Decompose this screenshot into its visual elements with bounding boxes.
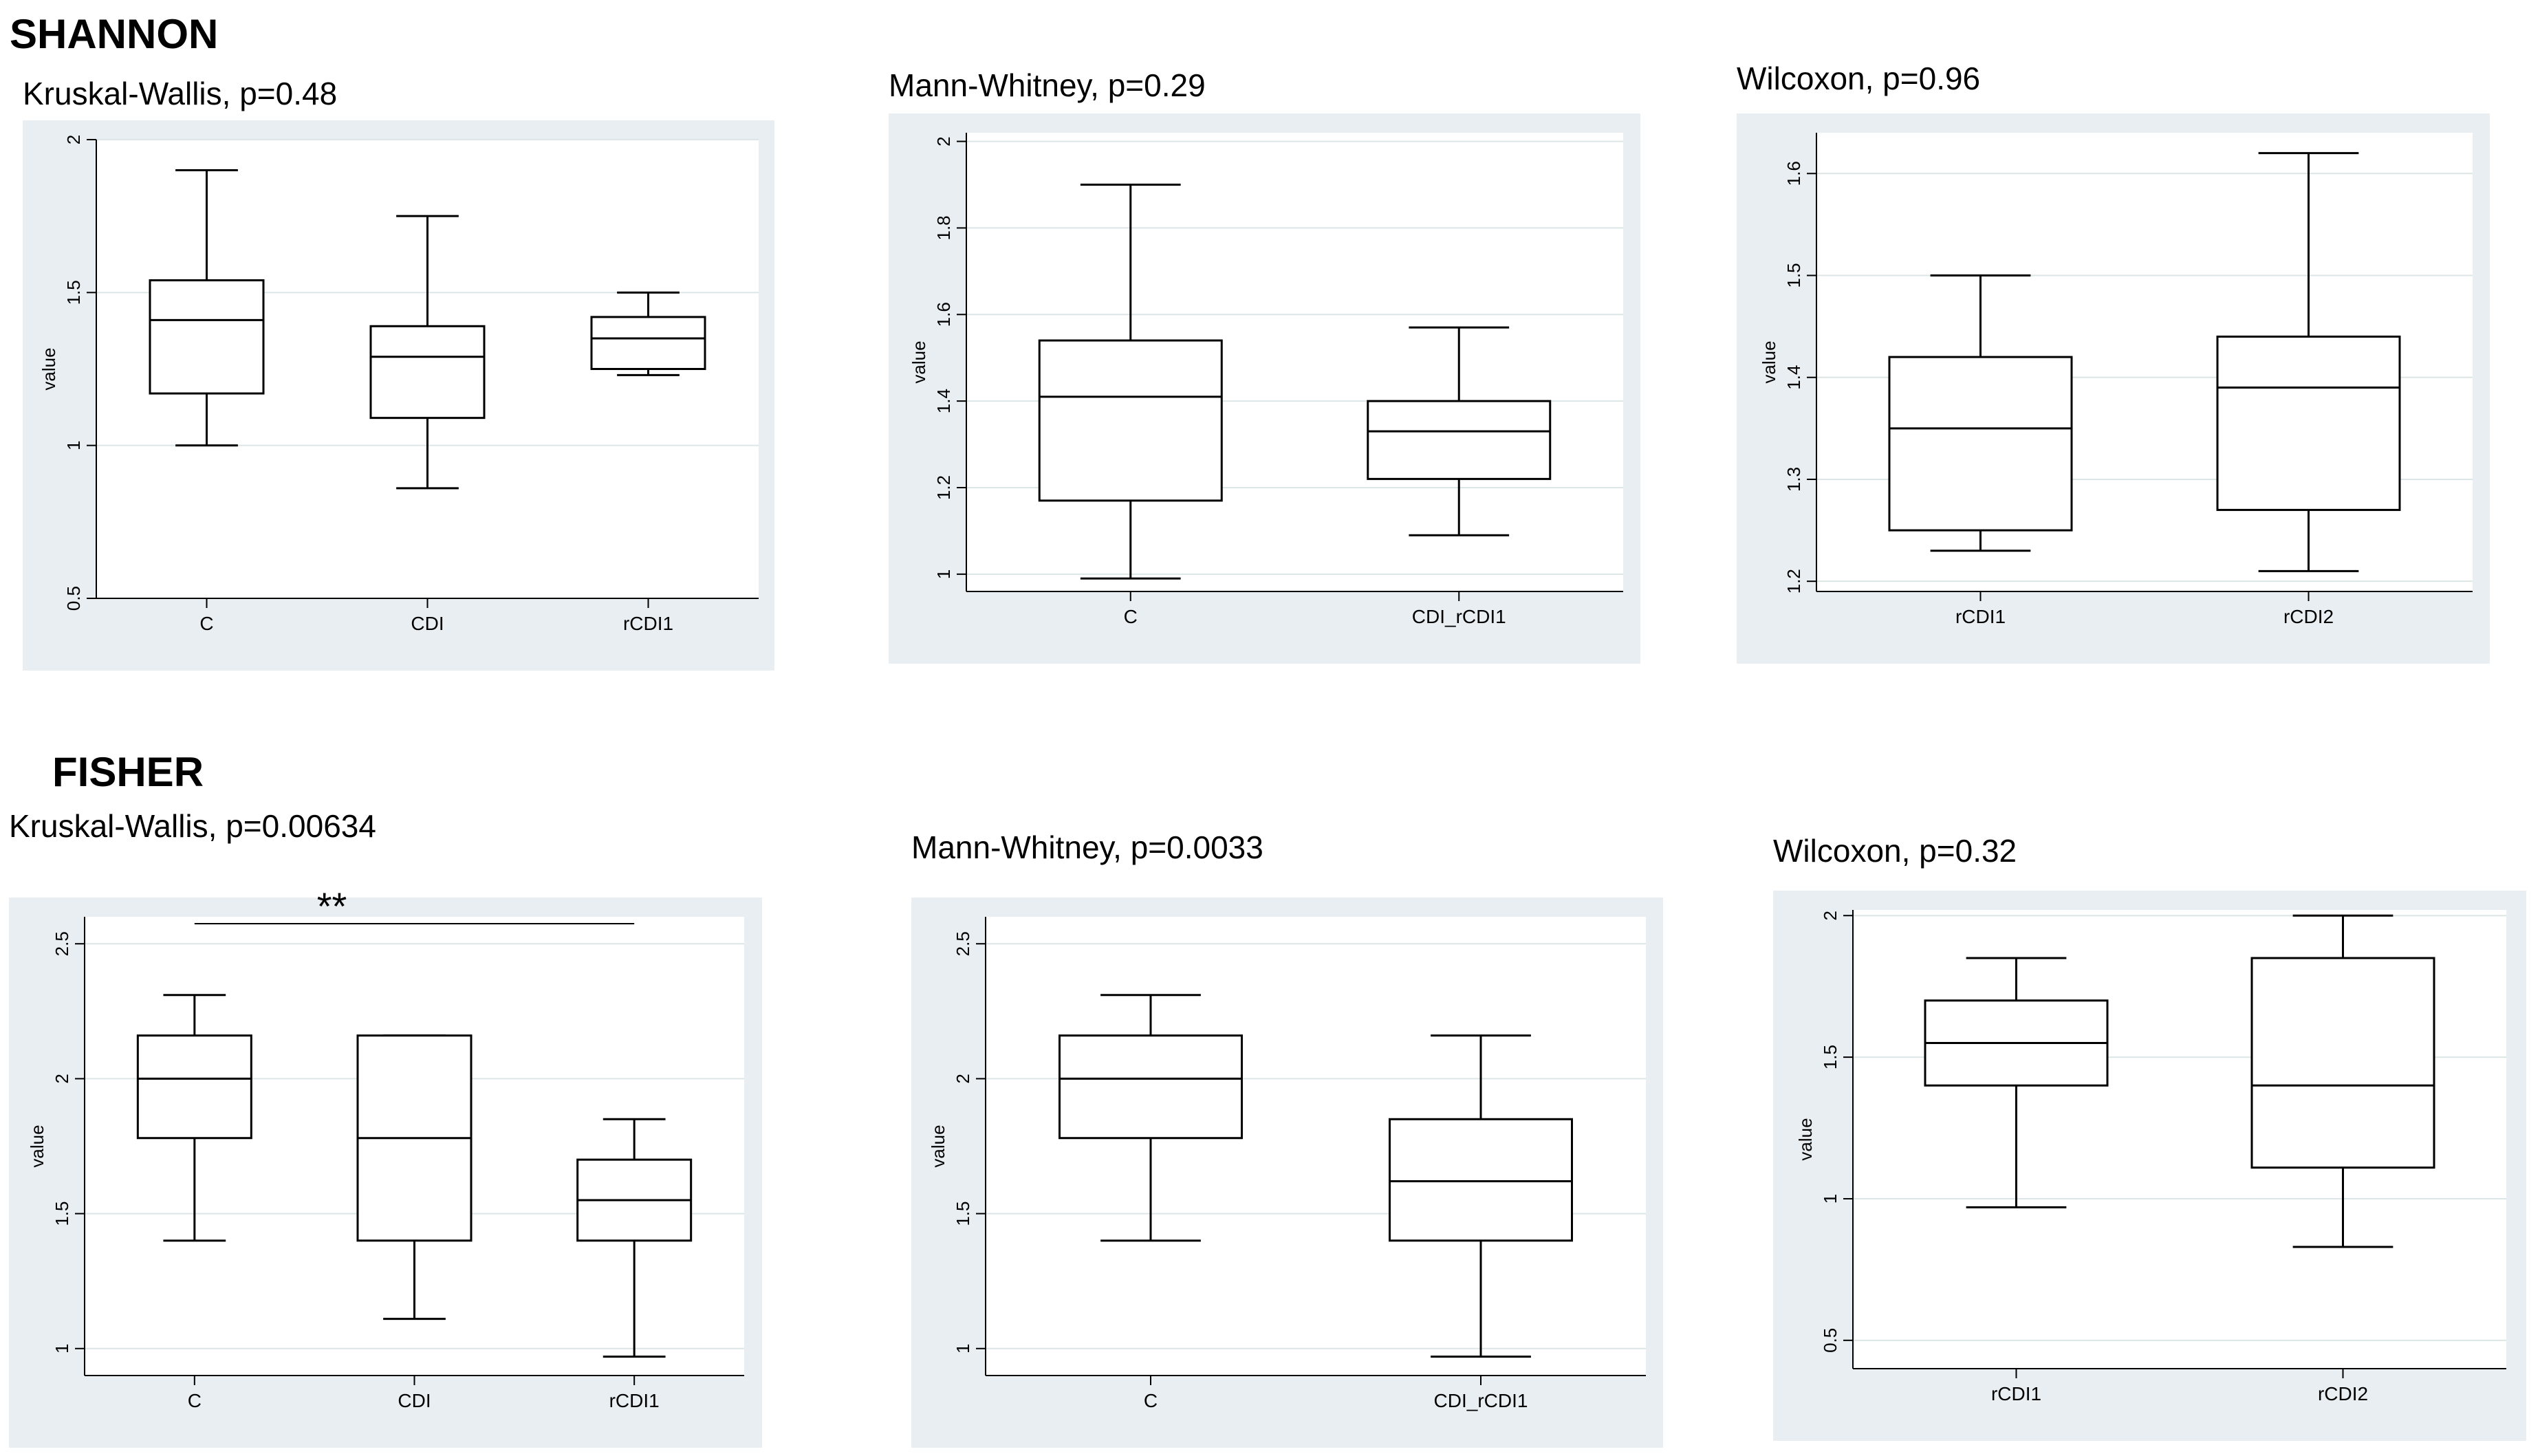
y-tick-label: 1.6 [933,302,954,327]
box [1389,1118,1573,1242]
box [149,279,265,395]
box [2250,957,2435,1169]
x-tick-label: rCDI2 [2283,606,2334,627]
x-tick-label: rCDI1 [1955,606,2006,627]
significance-label: ** [317,884,347,928]
y-tick-label: 1.5 [52,1202,72,1226]
y-axis-label: value [1759,340,1779,383]
x-tick-label: CDI [411,613,444,634]
x-tick-label: C [1124,606,1138,627]
y-tick-label: 2.5 [52,931,72,956]
y-tick-label: 2.5 [953,931,973,956]
chart-title: Kruskal-Wallis, p=0.00634 [9,808,376,844]
y-tick-label: 1 [63,440,84,450]
box [2216,335,2401,511]
y-axis-label: value [928,1124,948,1167]
y-tick-label: 1 [933,569,954,579]
x-tick-label: C [199,613,213,634]
x-tick-label: rCDI1 [609,1390,660,1411]
box [1888,356,2073,532]
box [590,316,706,371]
chart-title: Mann-Whitney, p=0.29 [889,67,1206,103]
y-tick-label: 1.5 [63,280,84,305]
box-plot-panel: 1 1.2 1.4 1.6 1.8 2 value Mann-Whitney, p=0.29 C… [889,67,1640,664]
box-plot-panel: 1 1.5 2 2.5 value Mann-Whitney, p=0.0033 C CDI_… [911,829,1663,1448]
y-tick-label: 1.5 [1783,263,1804,287]
x-tick-label: rCDI1 [1991,1383,2041,1404]
chart-title: Wilcoxon, p=0.96 [1737,61,1980,96]
y-axis-label: value [1795,1118,1816,1160]
y-axis-label: value [27,1124,47,1167]
y-tick-label: 1.4 [933,389,954,413]
x-tick-label: rCDI2 [2318,1383,2368,1404]
y-tick-label: 2 [63,135,84,144]
box [1038,339,1223,502]
y-tick-label: 1.2 [933,475,954,500]
section-heading-fisher: FISHER [52,749,204,795]
x-tick-label: CDI_rCDI1 [1412,606,1506,627]
chart-title: Kruskal-Wallis, p=0.48 [23,76,337,111]
x-tick-label: rCDI1 [623,613,673,634]
x-tick-label: CDI_rCDI1 [1434,1390,1528,1411]
chart-title: Mann-Whitney, p=0.0033 [911,829,1263,865]
y-tick-label: 2 [52,1074,72,1083]
box-plot-panel: 1 1.5 2 2.5 value Kruskal-Wallis, p=0.00634 C C… [9,808,762,1448]
y-tick-label: 0.5 [1820,1328,1841,1353]
y-tick-label: 2 [933,136,954,146]
y-tick-label: 1.5 [953,1202,973,1226]
box-plot-panel: 0.5 1 1.5 2 value Wilcoxon, p=0.32 rCDI1 rCDI2 [1773,833,2526,1441]
box [369,325,486,420]
box-plot-panel: 0.5 1 1.5 2 value Kruskal-Wallis, p=0.48 C CDI r… [23,76,774,671]
x-tick-label: C [188,1390,202,1411]
y-axis-label: value [39,347,59,390]
box [1367,400,1552,480]
x-tick-label: CDI [398,1390,431,1411]
box-plot-panel: 1.2 1.3 1.4 1.5 1.6 value Wilcoxon, p=0.96 rCDI… [1737,61,2490,664]
y-tick-label: 1.3 [1783,467,1804,492]
charts-layer: 0.5 1 1.5 2 value Kruskal-Wallis, p=0.48 C CDI r… [9,61,2526,1448]
y-axis-label: value [909,340,929,383]
y-tick-label: 2 [1820,911,1841,920]
chart-title: Wilcoxon, p=0.32 [1773,833,2017,869]
y-tick-label: 0.5 [63,586,84,611]
y-tick-label: 1 [953,1344,973,1354]
x-tick-label: C [1144,1390,1158,1411]
y-tick-label: 1.6 [1783,161,1804,186]
box [136,1034,252,1140]
y-tick-label: 1.8 [933,215,954,240]
y-tick-label: 1 [52,1344,72,1354]
y-tick-label: 2 [953,1074,973,1083]
y-tick-label: 1.4 [1783,365,1804,390]
y-tick-label: 1 [1820,1194,1841,1204]
y-tick-label: 1.5 [1820,1045,1841,1069]
section-heading-shannon: SHANNON [10,11,218,57]
box [1059,1034,1243,1140]
y-tick-label: 1.2 [1783,569,1804,594]
